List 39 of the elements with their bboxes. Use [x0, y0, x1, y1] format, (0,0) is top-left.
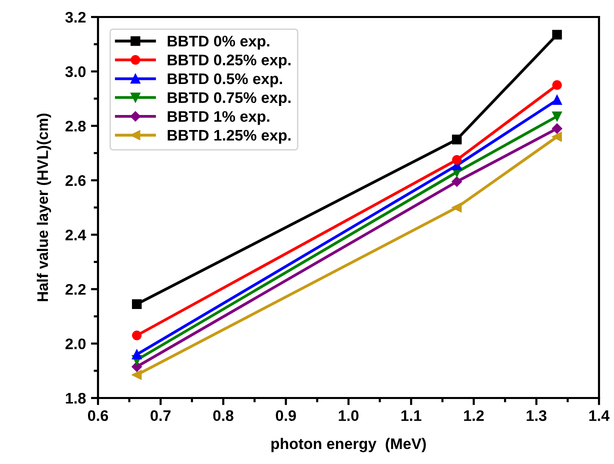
legend-label: BBTD 1% exp. [168, 111, 270, 125]
x-tick-label: 0.7 [150, 410, 171, 422]
x-tick-label: 1.0 [338, 410, 358, 422]
y-tick-label: 2.6 [65, 175, 86, 186]
y-tick-label: 2.8 [65, 120, 86, 132]
point [452, 155, 462, 165]
y-tick-label: 2.2 [65, 284, 86, 295]
legend-label: BBTD 1.25% exp. [168, 130, 291, 144]
x-axis-title: photon energy (MeV) [271, 438, 426, 452]
y-tick-label: 2.0 [65, 338, 86, 350]
point [552, 30, 562, 40]
y-tick-label: 1.8 [66, 392, 86, 404]
point [132, 350, 142, 360]
point [452, 202, 462, 212]
legend-label: BBTD 0.5% exp. [168, 73, 282, 88]
point [132, 299, 142, 309]
x-tick-label: 1.4 [589, 410, 610, 421]
point [452, 134, 462, 144]
point [552, 95, 562, 105]
legend-label: BBTD 0.25% exp. [168, 54, 291, 68]
point [132, 370, 142, 380]
y-tick-label: 3.0 [65, 66, 86, 78]
point [552, 123, 562, 134]
point [552, 111, 562, 122]
point [552, 80, 562, 90]
point [132, 330, 142, 340]
x-tick-label: 0.9 [276, 410, 296, 422]
y-tick-label: 2.4 [65, 230, 86, 240]
legend-label: BBTD 0% exp. [168, 36, 270, 50]
x-tick-label: 1.3 [526, 410, 546, 422]
legend-label: BBTD 0.75% exp. [168, 92, 291, 106]
x-tick-label: 1.2 [464, 410, 484, 421]
y-axis-title: Half value layer (HVL)(cm) [36, 114, 52, 302]
point [452, 176, 462, 187]
point [552, 132, 562, 142]
x-tick-label: 1.1 [401, 410, 422, 421]
x-tick-label: 0.6 [88, 410, 108, 422]
y-tick-label: 3.2 [65, 12, 86, 23]
x-tick-label: 0.8 [213, 410, 234, 422]
